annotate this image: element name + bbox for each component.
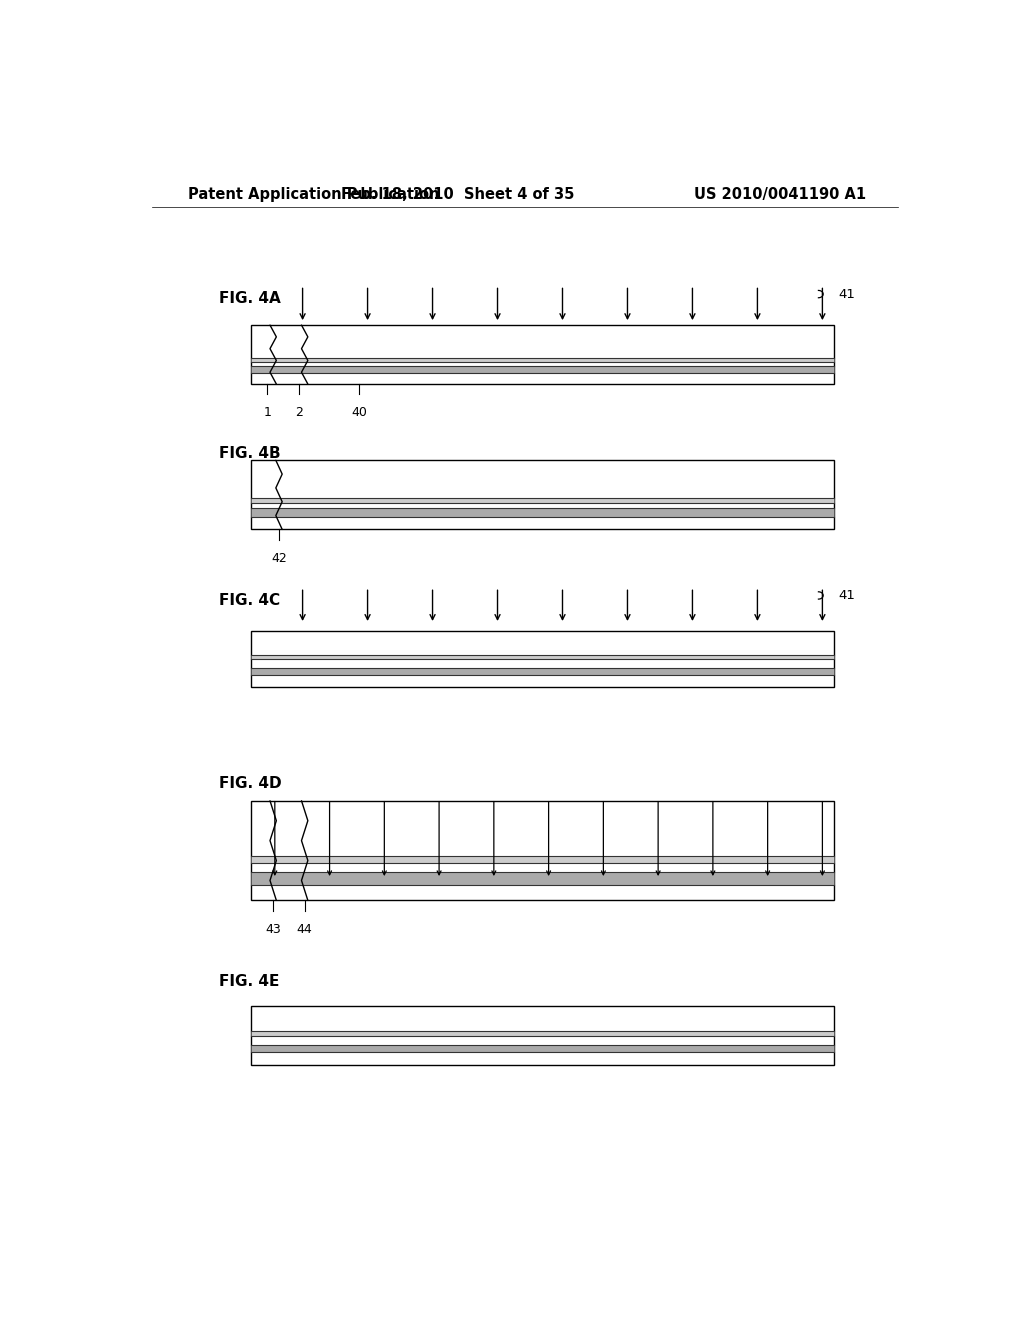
Text: FIG. 4D: FIG. 4D (219, 776, 282, 791)
Bar (251, 366, 835, 374)
Text: Feb. 18, 2010  Sheet 4 of 35: Feb. 18, 2010 Sheet 4 of 35 (341, 187, 574, 202)
Text: 43: 43 (265, 923, 281, 936)
Text: 44: 44 (297, 923, 312, 936)
Bar (251, 498, 835, 503)
Bar (251, 1006, 835, 1065)
Text: 41: 41 (839, 589, 855, 602)
Text: 42: 42 (271, 552, 287, 565)
Bar (251, 325, 835, 384)
Text: 41: 41 (839, 288, 855, 301)
Text: 40: 40 (351, 407, 367, 420)
Bar (251, 631, 835, 686)
Bar (251, 1045, 835, 1052)
Text: FIG. 4E: FIG. 4E (219, 974, 280, 989)
Bar (251, 801, 835, 900)
Text: 2: 2 (295, 407, 303, 420)
Bar (251, 1031, 835, 1036)
Bar (251, 358, 835, 362)
Text: US 2010/0041190 A1: US 2010/0041190 A1 (694, 187, 866, 202)
Bar (251, 508, 835, 517)
Text: FIG. 4A: FIG. 4A (219, 292, 281, 306)
Text: Patent Application Publication: Patent Application Publication (187, 187, 439, 202)
Text: FIG. 4C: FIG. 4C (219, 593, 281, 609)
Bar (251, 873, 835, 886)
Bar (251, 668, 835, 675)
Text: FIG. 4B: FIG. 4B (219, 446, 281, 461)
Bar (251, 655, 835, 659)
Bar (251, 461, 835, 529)
Bar (251, 857, 835, 862)
Text: 1: 1 (263, 407, 271, 420)
